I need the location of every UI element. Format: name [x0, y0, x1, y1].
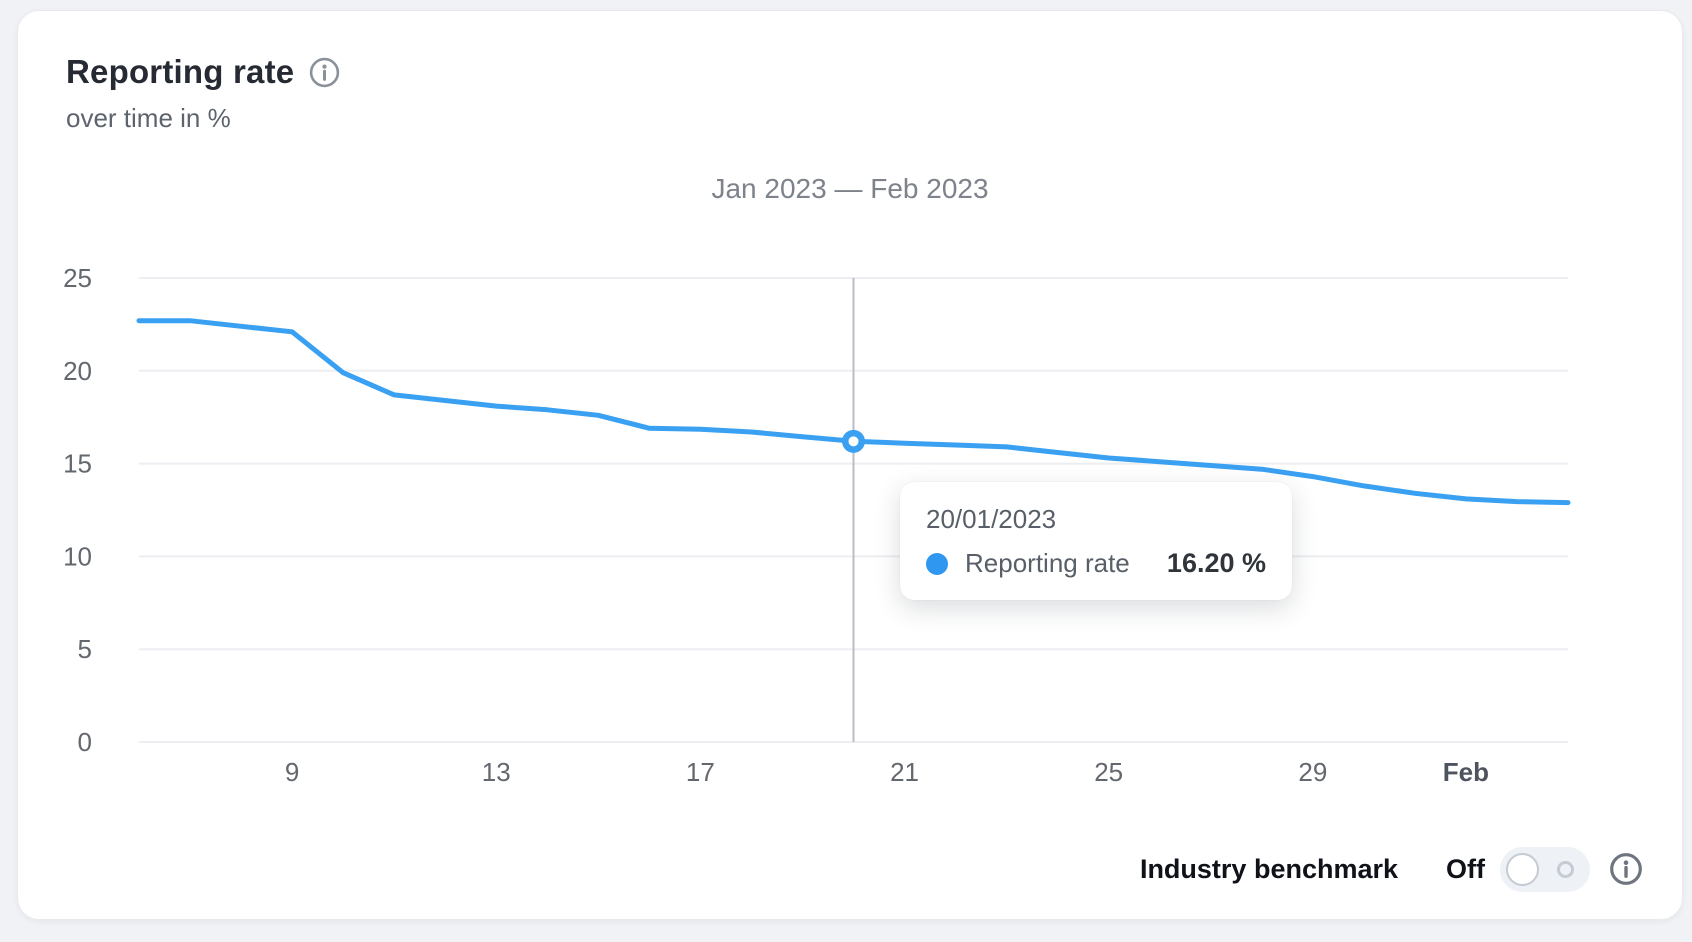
info-icon[interactable]: [309, 57, 340, 88]
card-header: Reporting rate over time in %: [66, 53, 340, 134]
series-dot-icon: [926, 552, 948, 575]
svg-text:10: 10: [63, 541, 92, 571]
svg-text:9: 9: [285, 757, 299, 787]
toggle-state-label: Off: [1446, 853, 1485, 884]
svg-text:15: 15: [63, 449, 92, 479]
industry-benchmark-toggle[interactable]: [1500, 846, 1590, 892]
toggle-knob[interactable]: [1506, 852, 1539, 886]
svg-text:5: 5: [78, 634, 92, 664]
svg-text:0: 0: [78, 727, 92, 757]
reporting-rate-card: Reporting rate over time in % Jan 2023 —…: [17, 10, 1683, 920]
svg-text:Feb: Feb: [1443, 757, 1489, 787]
chart-subtitle: over time in %: [66, 103, 231, 133]
svg-text:25: 25: [1094, 757, 1123, 787]
svg-text:25: 25: [63, 263, 92, 293]
benchmark-controls: Industry benchmark Off: [1140, 846, 1643, 892]
svg-text:20: 20: [63, 356, 92, 386]
page-title: Reporting rate: [66, 53, 295, 90]
industry-benchmark-label: Industry benchmark: [1139, 853, 1399, 884]
chart-tooltip: 20/01/2023 Reporting rate 16.20 %: [900, 482, 1292, 600]
tooltip-series-label: Reporting rate: [965, 548, 1130, 578]
svg-text:17: 17: [686, 757, 715, 787]
svg-text:13: 13: [482, 757, 511, 787]
tooltip-date: 20/01/2023: [926, 504, 1057, 534]
svg-text:29: 29: [1298, 757, 1327, 787]
info-icon[interactable]: [1609, 852, 1643, 886]
chart-date-range-title: Jan 2023 — Feb 2023: [711, 173, 989, 204]
svg-text:21: 21: [890, 757, 919, 787]
toggle-on-position-icon: [1557, 860, 1574, 878]
tooltip-value: 16.20 %: [1166, 548, 1266, 578]
